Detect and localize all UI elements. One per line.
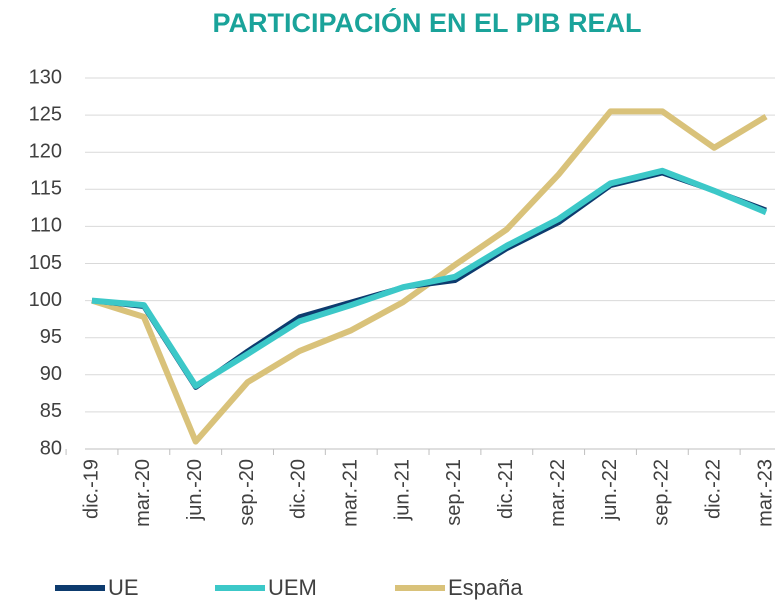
x-tick-label: mar.-21 <box>340 459 362 527</box>
y-tick-label: 95 <box>40 326 62 348</box>
legend-label: UE <box>108 575 139 600</box>
y-tick-label: 80 <box>40 437 62 459</box>
y-tick-label: 125 <box>29 103 62 125</box>
y-tick-label: 105 <box>29 252 62 274</box>
y-tick-label: 115 <box>30 178 62 200</box>
x-tick-label: sep.-21 <box>443 459 465 526</box>
legend-label: España <box>448 575 523 600</box>
y-tick-label: 90 <box>40 363 62 385</box>
x-tick-label: jun.-20 <box>184 459 206 521</box>
y-tick-label: 100 <box>29 289 62 311</box>
line-series <box>91 167 768 389</box>
x-tick-label: sep.-22 <box>651 459 673 526</box>
y-tick-label: 130 <box>29 66 62 88</box>
y-tick-label: 85 <box>40 400 62 422</box>
x-tick-label: dic.-22 <box>702 459 724 519</box>
x-tick-label: jun.-22 <box>599 459 621 521</box>
x-tick-label: mar.-22 <box>547 459 569 527</box>
line-series <box>91 108 768 445</box>
x-tick-label: dic.-19 <box>80 459 102 519</box>
x-tick-label: mar.-20 <box>132 459 154 527</box>
legend-label: UEM <box>268 575 317 600</box>
x-tick-label: mar.-23 <box>754 459 776 527</box>
x-tick-label: sep.-20 <box>236 459 258 526</box>
x-tick-label: dic.-21 <box>495 459 517 519</box>
chart-title: PARTICIPACIÓN EN EL PIB REAL <box>212 7 641 38</box>
x-tick-label: jun.-21 <box>391 459 413 521</box>
y-tick-label: 110 <box>30 215 62 237</box>
y-tick-label: 120 <box>29 140 62 162</box>
x-tick-label: dic.-20 <box>288 459 310 519</box>
